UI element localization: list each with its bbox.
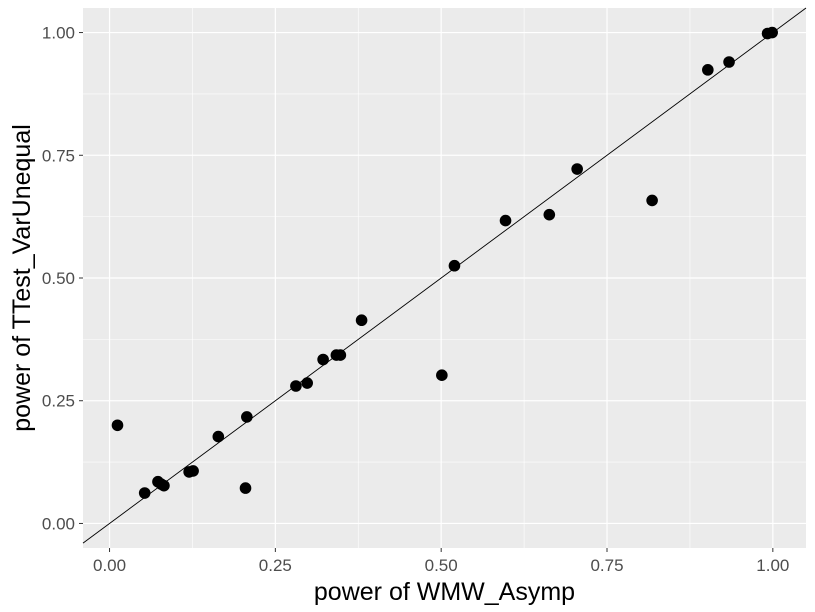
data-point — [212, 430, 225, 443]
x-tick-label: 1.00 — [756, 556, 789, 575]
data-point — [158, 479, 170, 492]
data-point — [448, 259, 461, 272]
data-point — [723, 56, 735, 68]
data-point — [766, 26, 778, 39]
x-tick-label: 0.25 — [259, 556, 292, 575]
y-axis-title: power of TTest_VarUnequal — [8, 124, 36, 432]
data-point — [317, 353, 329, 366]
y-tick-label: 0.25 — [42, 392, 75, 411]
x-tick-label: 0.00 — [93, 556, 126, 575]
data-point — [436, 369, 448, 382]
x-axis-title: power of WMW_Asymp — [314, 578, 575, 606]
identity-reference-line — [82, 7, 807, 544]
data-point — [646, 194, 658, 207]
y-axis-ticks: 0.00 0.25 0.50 0.75 1.00 — [42, 24, 83, 533]
data-point — [111, 419, 124, 432]
x-axis-ticks: 0.00 0.25 0.50 0.75 1.00 — [93, 548, 789, 575]
data-point — [187, 465, 199, 477]
y-tick-label: 0.75 — [42, 146, 75, 165]
data-point — [571, 163, 583, 175]
data-point — [138, 487, 151, 499]
data-point — [702, 64, 714, 76]
y-tick-label: 1.00 — [42, 24, 75, 43]
data-point — [543, 208, 556, 221]
data-point — [290, 380, 302, 392]
y-tick-label: 0.00 — [42, 514, 75, 533]
data-point — [239, 482, 252, 494]
x-tick-label: 0.75 — [590, 556, 623, 575]
y-tick-label: 0.50 — [42, 269, 75, 288]
data-point — [355, 314, 368, 327]
data-point — [499, 214, 512, 227]
data-point — [301, 377, 313, 389]
data-point — [241, 411, 253, 423]
x-tick-label: 0.50 — [425, 556, 458, 575]
data-points — [111, 26, 778, 499]
data-point — [334, 349, 347, 361]
